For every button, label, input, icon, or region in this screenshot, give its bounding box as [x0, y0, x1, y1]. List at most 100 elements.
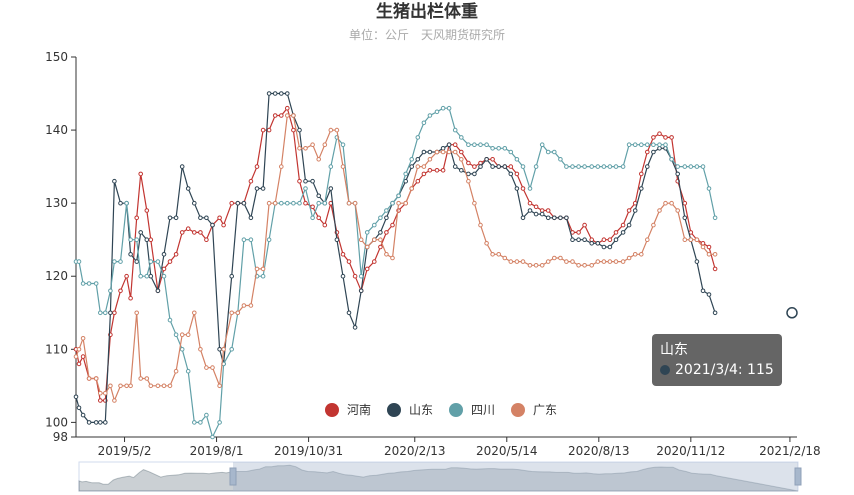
data-point: [564, 164, 569, 169]
data-point: [459, 157, 464, 162]
data-point: [651, 135, 656, 140]
data-point: [204, 365, 209, 370]
data-point: [570, 259, 575, 264]
data-point: [118, 259, 123, 264]
data-point: [98, 310, 103, 316]
data-point: [254, 186, 260, 191]
data-point: [396, 193, 401, 199]
data-point: [613, 230, 619, 235]
data-point: [340, 164, 346, 169]
data-point: [358, 273, 364, 279]
data-point: [626, 222, 632, 228]
data-point: [272, 91, 278, 96]
data-point: [545, 149, 551, 155]
data-point: [229, 310, 234, 316]
data-point: [73, 394, 79, 400]
data-point: [452, 164, 458, 169]
data-point: [576, 237, 581, 242]
legend: 河南 山东 四川 广东: [325, 402, 557, 417]
data-point: [221, 347, 226, 352]
data-point: [669, 135, 674, 140]
data-point: [446, 105, 452, 111]
data-point: [198, 347, 203, 352]
data-point: [192, 230, 197, 235]
data-point: [260, 127, 266, 133]
data-point: [459, 168, 464, 173]
data-point: [352, 325, 358, 330]
data-point: [118, 288, 123, 294]
x-tick-label: 2019/10/31: [274, 444, 343, 458]
data-point: [434, 149, 440, 155]
data-point: [148, 237, 154, 242]
data-point: [161, 266, 167, 272]
data-point: [421, 120, 427, 126]
data-point: [700, 288, 706, 294]
data-point: [155, 259, 161, 264]
data-point: [266, 127, 272, 133]
data-point: [595, 241, 601, 246]
data-point: [217, 420, 222, 425]
data-point: [86, 420, 92, 425]
data-point: [248, 178, 254, 184]
data-point: [167, 317, 173, 323]
data-point: [514, 259, 520, 264]
data-point: [514, 186, 520, 191]
data-point: [93, 420, 99, 425]
data-point: [472, 171, 477, 177]
data-point: [198, 420, 203, 425]
data-point: [639, 171, 644, 177]
series-广东: [73, 113, 718, 403]
data-point: [80, 354, 86, 359]
data-point: [663, 200, 668, 206]
data-point: [472, 142, 477, 147]
data-point: [138, 230, 143, 235]
legend-label: 山东: [409, 403, 433, 417]
data-point: [669, 200, 674, 206]
data-point: [533, 164, 539, 169]
data-point: [427, 157, 433, 162]
data-point: [508, 171, 514, 177]
data-point: [210, 434, 215, 440]
data-point: [459, 149, 464, 155]
data-point: [484, 142, 489, 147]
data-point: [415, 178, 421, 184]
data-point: [466, 178, 471, 184]
data-point: [148, 259, 154, 264]
data-point: [340, 252, 346, 257]
data-point: [297, 200, 302, 206]
data-point: [700, 164, 706, 169]
data-zoom-slider[interactable]: [78, 461, 802, 492]
data-point: [533, 211, 539, 217]
data-point: [415, 135, 421, 140]
x-tick-label: 2020/2/13: [384, 444, 446, 458]
data-point: [545, 215, 551, 221]
data-zoom-handle-right[interactable]: [794, 467, 802, 486]
data-point: [144, 237, 150, 242]
data-point: [93, 376, 99, 381]
data-point: [372, 237, 377, 242]
data-point: [706, 186, 712, 191]
data-point: [128, 295, 133, 301]
data-point: [459, 135, 464, 140]
data-point: [706, 292, 712, 297]
data-point: [452, 149, 458, 155]
data-point: [128, 383, 133, 389]
data-point: [155, 288, 161, 294]
data-point: [490, 164, 495, 169]
data-point: [161, 273, 167, 279]
data-point: [138, 273, 143, 279]
data-point: [134, 215, 139, 221]
legend-label: 广东: [533, 403, 557, 417]
data-point: [378, 215, 383, 221]
data-point: [595, 259, 601, 264]
data-point: [694, 237, 700, 242]
data-zoom-handle-left[interactable]: [229, 467, 237, 486]
data-point: [613, 259, 619, 264]
data-point: [688, 237, 694, 242]
data-point: [390, 255, 395, 261]
legend-marker: [387, 403, 401, 417]
data-point: [706, 252, 712, 257]
legend-label: 四川: [471, 403, 495, 417]
data-point: [73, 354, 79, 359]
tooltip-series: 山东: [660, 342, 688, 358]
